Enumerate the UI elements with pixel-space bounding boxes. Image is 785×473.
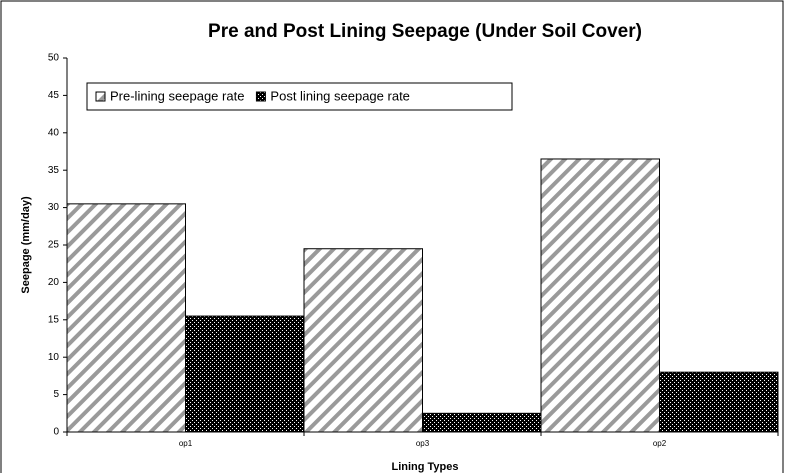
- bar: [659, 371, 779, 433]
- bar: [422, 412, 542, 433]
- x-tick-label: op1: [179, 439, 193, 448]
- y-tick-label: 30: [48, 202, 60, 213]
- legend-swatch: [95, 91, 106, 102]
- chart-title: Pre and Post Lining Seepage (Under Soil …: [208, 21, 642, 42]
- x-tick-label: op2: [653, 439, 667, 448]
- legend-label: Post lining seepage rate: [270, 88, 409, 103]
- y-tick-label: 15: [48, 314, 60, 325]
- bar: [303, 248, 423, 433]
- x-axis-title: Lining Types: [391, 461, 458, 473]
- y-tick-label: 25: [48, 240, 60, 251]
- bar: [540, 158, 660, 433]
- bar: [185, 315, 305, 433]
- y-tick-label: 5: [53, 389, 59, 400]
- legend-box: [86, 82, 513, 111]
- x-tick-label: op3: [416, 439, 430, 448]
- legend-label: Pre-lining seepage rate: [110, 88, 244, 103]
- legend-swatch: [255, 91, 266, 102]
- y-tick-label: 45: [48, 90, 60, 101]
- y-tick-label: 10: [48, 352, 60, 363]
- y-tick-label: 40: [48, 127, 60, 138]
- bar: [66, 203, 186, 433]
- y-tick-label: 50: [48, 53, 60, 64]
- y-tick-label: 0: [53, 427, 59, 438]
- y-tick-label: 20: [48, 277, 60, 288]
- y-tick-label: 35: [48, 165, 60, 176]
- y-axis-title: Seepage (mm/day): [20, 196, 32, 294]
